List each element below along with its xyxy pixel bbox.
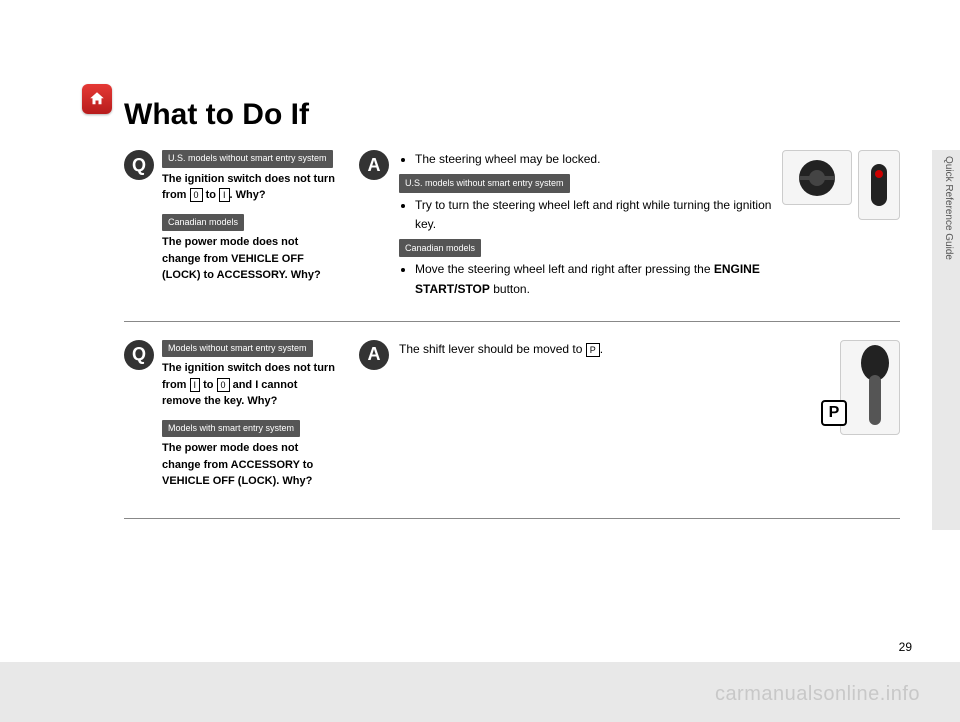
model-tag: Canadian models xyxy=(162,214,244,232)
a-badge: A xyxy=(359,150,389,180)
model-tag: U.S. models without smart entry system xyxy=(399,174,570,192)
answer-column: A The steering wheel may be locked. U.S.… xyxy=(359,150,900,303)
question-text: The ignition switch does not turn from I… xyxy=(162,360,339,410)
page-title: What to Do If xyxy=(124,98,309,132)
model-tag: Canadian models xyxy=(399,239,481,257)
model-tag: Models without smart entry system xyxy=(162,340,313,358)
question-column: Q U.S. models without smart entry system… xyxy=(124,150,339,303)
page-number: 29 xyxy=(899,640,912,654)
question-body: U.S. models without smart entry system T… xyxy=(162,150,339,303)
shift-lever-icon: P xyxy=(840,340,900,435)
qa-row: Q U.S. models without smart entry system… xyxy=(124,150,900,322)
park-label: P xyxy=(821,400,847,426)
home-icon[interactable] xyxy=(82,84,112,114)
model-tag: Models with smart entry system xyxy=(162,420,300,438)
answer-item: The steering wheel may be locked. xyxy=(415,150,772,169)
question-text: The ignition switch does not turn from 0… xyxy=(162,171,339,204)
steering-wheel-icon xyxy=(782,150,852,205)
answer-item: Move the steering wheel left and right a… xyxy=(415,260,772,298)
side-tab-label: Quick Reference Guide xyxy=(943,156,954,260)
question-text: The power mode does not change from ACCE… xyxy=(162,440,339,490)
answer-images: P xyxy=(840,340,900,500)
key-fob-icon xyxy=(858,150,900,220)
question-body: Models without smart entry system The ig… xyxy=(162,340,339,500)
content-area: Q U.S. models without smart entry system… xyxy=(124,150,900,537)
q-badge: Q xyxy=(124,150,154,180)
answer-item: Try to turn the steering wheel left and … xyxy=(415,196,772,234)
answer-body: The steering wheel may be locked. U.S. m… xyxy=(399,150,772,303)
answer-images xyxy=(782,150,900,303)
answer-body: The shift lever should be moved to P. xyxy=(399,340,830,500)
watermark: carmanualsonline.info xyxy=(715,683,920,706)
question-text: The power mode does not change from VEHI… xyxy=(162,234,339,284)
model-tag: U.S. models without smart entry system xyxy=(162,150,333,168)
q-badge: Q xyxy=(124,340,154,370)
answer-column: A The shift lever should be moved to P. … xyxy=(359,340,900,500)
a-badge: A xyxy=(359,340,389,370)
manual-page: Quick Reference Guide What to Do If Q U.… xyxy=(0,0,960,722)
question-column: Q Models without smart entry system The … xyxy=(124,340,339,500)
qa-row: Q Models without smart entry system The … xyxy=(124,340,900,519)
